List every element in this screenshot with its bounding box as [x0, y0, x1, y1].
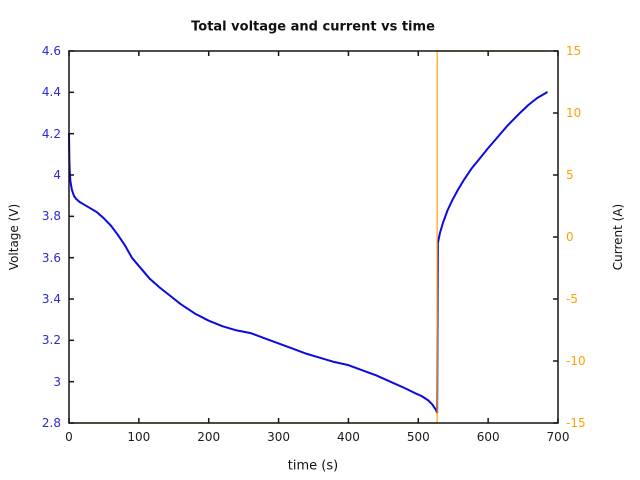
y-left-tick-label: 4.6	[41, 44, 61, 58]
y-left-tick-label: 3.8	[41, 209, 61, 224]
y-left-tick-label: 2.8	[41, 416, 61, 430]
x-tick-label: 300	[267, 430, 291, 444]
x-tick-label: 500	[406, 430, 430, 444]
x-tick-label: 100	[127, 430, 151, 444]
x-tick-label: 700	[546, 430, 570, 444]
x-tick-label: 600	[476, 430, 500, 444]
plot-frame	[68, 50, 559, 424]
y-right-tick-label: -10	[566, 354, 586, 368]
x-tick-label: 0	[65, 430, 73, 444]
y-left-tick-label: 3	[53, 374, 61, 389]
y-right-tick-label: -15	[566, 416, 586, 430]
y-left-tick-label: 4.2	[41, 126, 61, 141]
y-right-tick-label: 5	[566, 168, 574, 182]
x-axis-label: time (s)	[287, 458, 339, 474]
y-left-tick-label: 3.2	[41, 333, 61, 348]
y-right-tick-label: -5	[566, 292, 578, 306]
current-line	[68, 50, 548, 424]
y-right-tick-label: 0	[566, 230, 574, 244]
x-tick-label: 400	[336, 430, 360, 444]
voltage-line	[68, 91, 548, 414]
y-left-tick-label: 3.4	[41, 292, 61, 306]
y-left-tick-label: 4	[53, 168, 61, 182]
y-right-tick-label: 15	[566, 44, 582, 58]
y-right-tick-label: 10	[566, 106, 582, 120]
y-left-tick-label: 4.4	[41, 85, 61, 100]
x-tick-label: 200	[197, 430, 221, 444]
chart-title: Total voltage and current vs time	[191, 19, 435, 35]
y-left-tick-label: 3.6	[41, 250, 61, 265]
